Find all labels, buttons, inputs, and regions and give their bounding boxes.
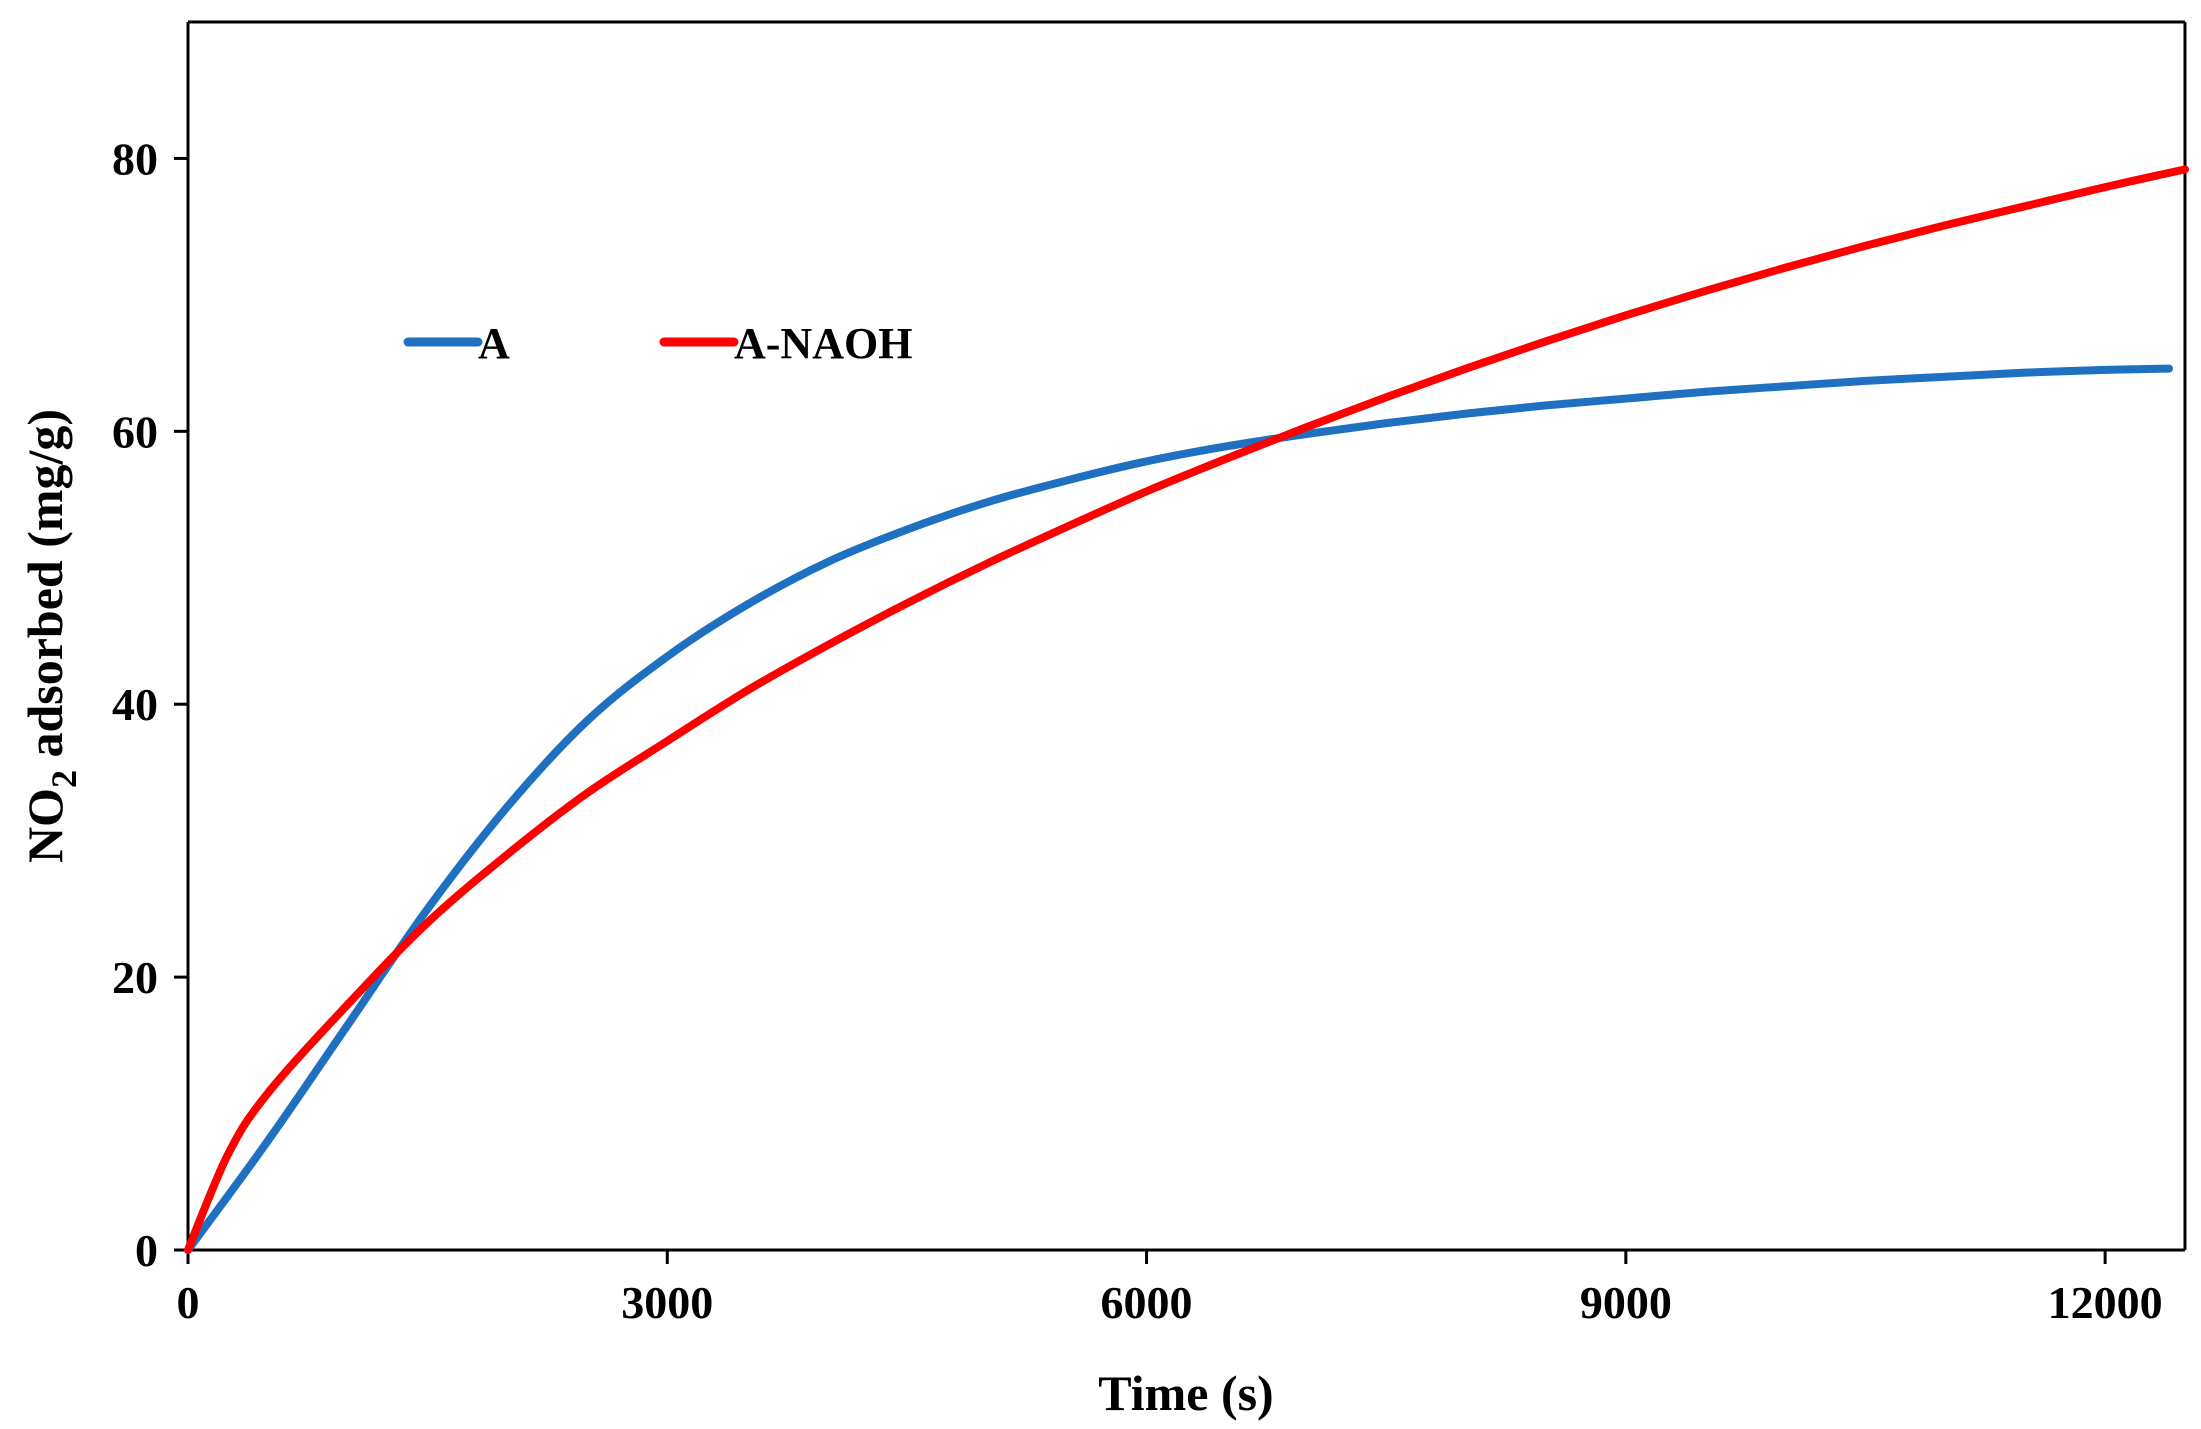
series-line-a-naoh — [184, 165, 2189, 1254]
x-axis-ticks: 0 3000 6000 9000 12000 — [177, 1250, 2163, 1328]
y-tick-label: 0 — [135, 1225, 158, 1276]
y-tick-label: 80 — [112, 133, 158, 184]
series-line-a — [184, 364, 2174, 1254]
plot-frame — [186, 20, 2187, 1252]
y-axis-title-rest: adsorbed (mg/g) — [17, 409, 73, 770]
legend-label-a: A — [478, 319, 510, 368]
y-axis-ticks: 0 20 40 60 80 — [112, 133, 188, 1276]
series-layer — [184, 165, 2189, 1254]
x-tick-label: 0 — [177, 1277, 200, 1328]
x-tick-label: 12000 — [2048, 1277, 2163, 1328]
y-tick-label: 60 — [112, 406, 158, 457]
y-tick-label: 40 — [112, 679, 158, 730]
legend-label-a-naoh: A-NAOH — [734, 319, 912, 368]
x-axis-title: Time (s) — [1098, 1365, 1273, 1421]
legend: A A-NAOH — [403, 319, 912, 368]
y-axis-title-subscript: 2 — [44, 770, 84, 788]
x-tick-label: 9000 — [1580, 1277, 1672, 1328]
x-tick-label: 6000 — [1101, 1277, 1193, 1328]
x-tick-label: 3000 — [621, 1277, 713, 1328]
y-tick-label: 20 — [112, 952, 158, 1003]
y-axis-title-main: NO — [17, 788, 73, 863]
y-axis-title: NO2 adsorbed (mg/g) — [17, 409, 84, 863]
